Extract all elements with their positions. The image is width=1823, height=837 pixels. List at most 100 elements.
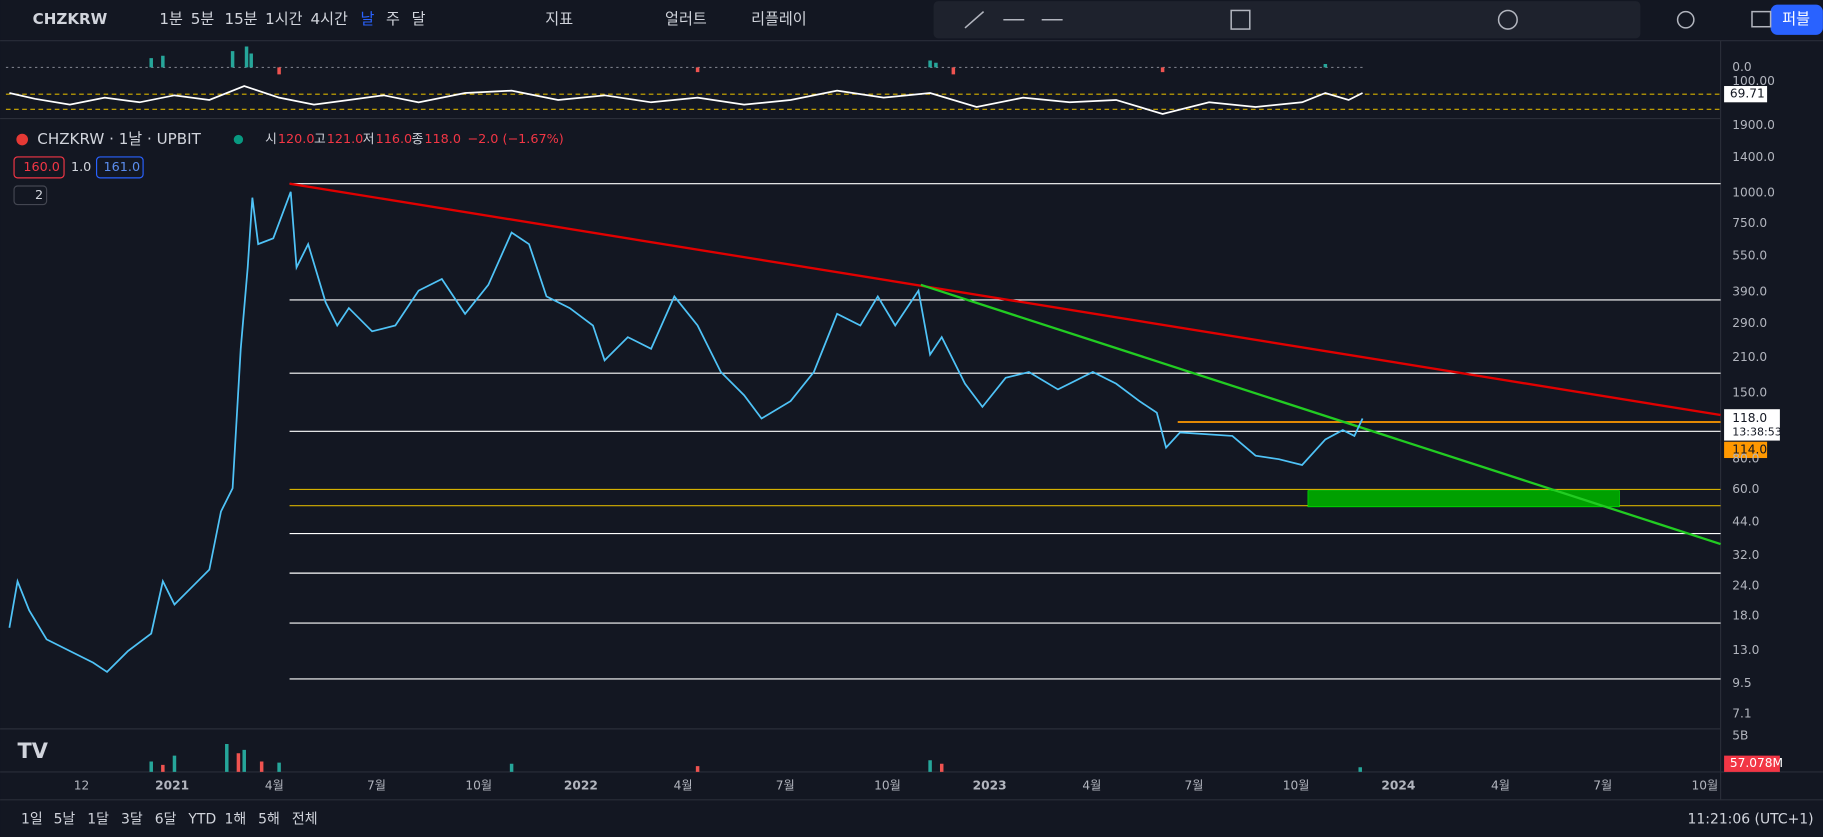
- clock: 11:21:06 (UTC+1): [1688, 812, 1814, 828]
- time-tick-label: 12: [74, 778, 90, 792]
- publish[interactable]: 퍼블: [1782, 10, 1810, 28]
- screenshot[interactable]: [1751, 10, 1772, 28]
- osc-value: 69.71: [1730, 87, 1765, 101]
- interval[interactable]: 주: [386, 10, 400, 28]
- time-tick-label: 4월: [265, 778, 284, 792]
- symbol-icon: [16, 133, 28, 146]
- range-button[interactable]: 전체: [292, 812, 318, 828]
- logo: TV: [18, 739, 49, 763]
- price-tick-label: 750.0: [1732, 216, 1767, 230]
- drawing-tools[interactable]: [964, 9, 1772, 30]
- time-tick-label: 7월: [776, 778, 795, 792]
- price-tick-label: 7.1: [1732, 707, 1751, 721]
- price-tick-label: 9.5: [1732, 676, 1751, 690]
- price-tick-label: 60.0: [1732, 482, 1759, 496]
- time-tick-label: 4월: [1082, 778, 1101, 792]
- time-tick-label: 4월: [1491, 778, 1510, 792]
- time-tick-label: 2024: [1381, 778, 1415, 792]
- osc-value-box: [1724, 86, 1768, 103]
- volume-bars: [149, 744, 1362, 772]
- symbol[interactable]: CHZKRW: [33, 10, 108, 28]
- ohlc-value: 120.0: [278, 132, 315, 147]
- range-button[interactable]: 5날: [54, 812, 76, 828]
- price-tick-label: 44.0: [1732, 514, 1759, 528]
- rsi-line: [9, 85, 1363, 115]
- status-dot: [233, 134, 244, 145]
- collapse-button[interactable]: [13, 185, 48, 206]
- range-button[interactable]: 1달: [87, 812, 109, 828]
- drawing-toolbar: [933, 1, 1641, 39]
- settings[interactable]: [1676, 10, 1695, 29]
- ohlc-label: 종: [412, 132, 424, 147]
- line-price: 114.0: [1732, 442, 1767, 456]
- price-tick-label: 290.0: [1732, 316, 1767, 330]
- range-button[interactable]: 1일: [21, 812, 43, 828]
- interval[interactable]: 15분: [224, 10, 257, 28]
- ohlc-value: 121.0: [327, 132, 364, 147]
- input-value: 161.0: [104, 160, 141, 175]
- trend-line-red: [289, 182, 1721, 417]
- histogram: [149, 46, 1328, 68]
- time-tick-label: 7월: [367, 778, 386, 792]
- histogram: [277, 67, 1165, 75]
- last-price-box: [1724, 409, 1780, 441]
- input-box[interactable]: [13, 156, 65, 179]
- publish-button[interactable]: [1770, 4, 1823, 35]
- price-tick-label: 1900.0: [1732, 118, 1775, 132]
- price-tick-label: 80.0: [1732, 451, 1759, 465]
- ohlc-label: 고: [314, 132, 326, 147]
- range-button[interactable]: YTD: [187, 812, 216, 828]
- range-button[interactable]: 1해: [224, 812, 246, 828]
- volume-value-box: [1724, 755, 1780, 772]
- ohlc-value: 118.0: [424, 132, 461, 147]
- tool[interactable]: [1230, 9, 1251, 30]
- price-tick-label: 210.0: [1732, 350, 1767, 364]
- interval[interactable]: 달: [412, 10, 426, 28]
- target-zone: [1307, 490, 1620, 508]
- range-button[interactable]: 3달: [121, 812, 143, 828]
- price-tick-label: 13.0: [1732, 643, 1759, 657]
- last-price: 118.0: [1732, 411, 1767, 425]
- time-tick-label: 10월: [1283, 778, 1310, 792]
- time-tick-label: 4월: [674, 778, 693, 792]
- replay[interactable]: 리플레이: [751, 10, 807, 28]
- price-tick-label: 1000.0: [1732, 185, 1775, 199]
- change: −2.0 (−1.67%): [467, 132, 563, 147]
- price-tick-label: 390.0: [1732, 285, 1767, 299]
- interval[interactable]: 5분: [191, 10, 215, 28]
- price-tick-label: 24.0: [1732, 578, 1759, 592]
- ohlc-label: 저: [363, 132, 375, 147]
- interval[interactable]: 1분: [159, 10, 183, 28]
- time-tick-label: 10월: [465, 778, 492, 792]
- time-tick-label: 2023: [973, 778, 1007, 792]
- range-button[interactable]: 6달: [155, 812, 177, 828]
- indicators[interactable]: 지표: [545, 10, 573, 28]
- volume-value: 57.078M: [1730, 756, 1783, 770]
- interval[interactable]: 4시간: [310, 10, 348, 28]
- input-value: 160.0: [23, 160, 60, 175]
- interval[interactable]: 1시간: [265, 10, 303, 28]
- osc-top: 100.00: [1732, 74, 1775, 88]
- ohlc-value: 116.0: [376, 132, 413, 147]
- osc-zero: 0.0: [1732, 60, 1751, 74]
- legend-title: CHZKRW · 1날 · UPBIT: [37, 130, 201, 148]
- interval[interactable]: 날: [360, 10, 374, 28]
- price-tick-label: 150.0: [1732, 385, 1767, 399]
- range-button[interactable]: 5해: [258, 812, 280, 828]
- tool[interactable]: [964, 11, 985, 29]
- trend-line-green: [920, 283, 1721, 546]
- time-tick-label: 2021: [155, 778, 189, 792]
- input-box[interactable]: [96, 156, 144, 179]
- time-tick-label: 10월: [1692, 778, 1719, 792]
- volume-bars: [161, 753, 944, 772]
- volume-top: 5B: [1732, 728, 1748, 742]
- countdown: 13:38:53: [1732, 425, 1782, 438]
- ohlc-label: 시: [265, 132, 277, 147]
- alert[interactable]: 얼러트: [665, 10, 707, 28]
- price-tick-label: 18.0: [1732, 609, 1759, 623]
- time-tick-label: 7월: [1593, 778, 1612, 792]
- tool[interactable]: [1497, 9, 1518, 30]
